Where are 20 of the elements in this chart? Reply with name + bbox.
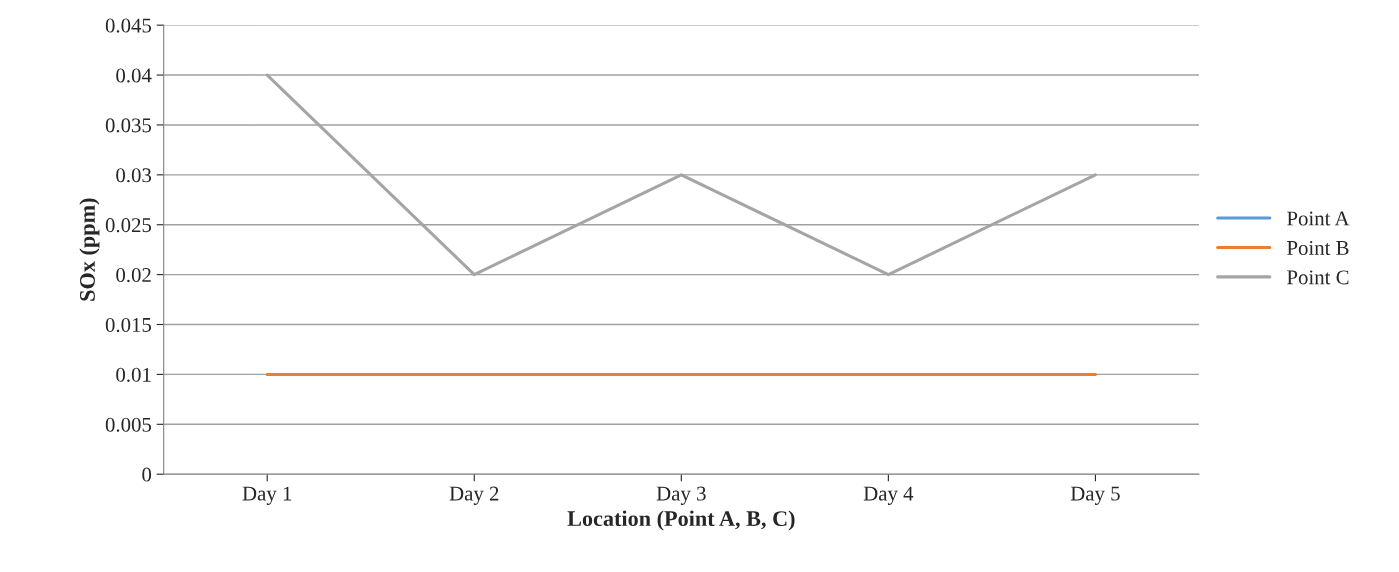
legend-label: Point C <box>1287 270 1349 285</box>
x-tick-label: Day 2 <box>449 486 499 505</box>
legend-label: Point B <box>1287 240 1349 255</box>
legend-label: Point A <box>1287 211 1350 226</box>
y-tick-label: 0.035 <box>105 118 152 133</box>
y-axis-title: SOx (ppm) <box>79 198 100 301</box>
y-tick-label: 0.015 <box>105 317 152 333</box>
y-tick-label: 0.045 <box>105 18 152 33</box>
x-tick-label: Day 4 <box>863 486 914 505</box>
y-tick-label: 0.04 <box>116 68 152 83</box>
x-tick-label: Day 3 <box>656 486 706 505</box>
x-tick-label: Day 1 <box>242 486 292 505</box>
y-tick-label: 0.025 <box>105 218 152 233</box>
y-tick-label: 0 <box>142 467 152 482</box>
y-tick-label: 0.03 <box>116 168 152 183</box>
x-axis-title: Location (Point A, B, C) <box>567 510 795 531</box>
y-tick-label: 0.01 <box>116 367 151 382</box>
x-tick-label: Day 5 <box>1070 486 1120 505</box>
y-tick-label: 0.02 <box>116 268 151 283</box>
y-tick-label: 0.005 <box>105 417 152 432</box>
